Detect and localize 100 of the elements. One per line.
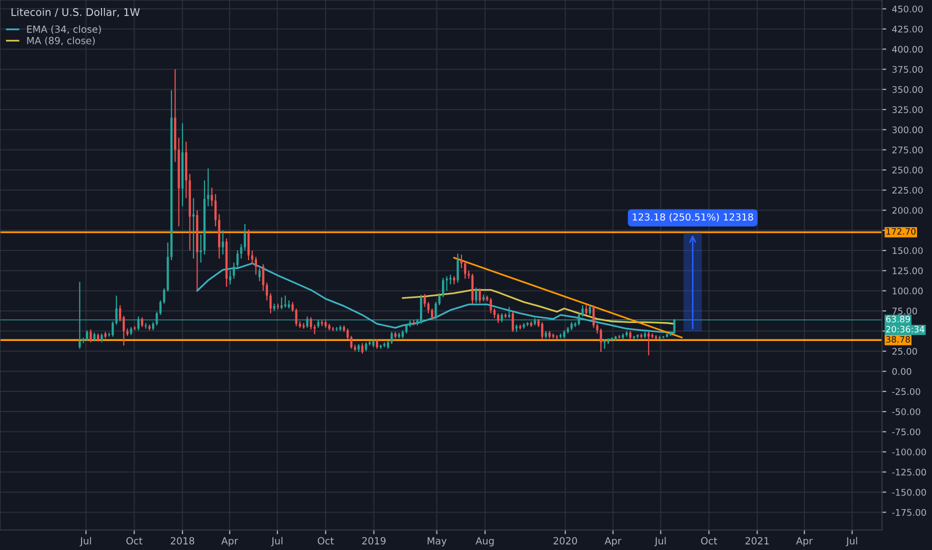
candlestick [346, 328, 349, 340]
y-tick-label: 350.00 [892, 86, 923, 93]
x-tick-label: 2019 [362, 537, 386, 544]
candlestick [232, 262, 235, 280]
y-tick-label: 400.00 [892, 46, 923, 53]
x-tick-label: 2020 [554, 537, 577, 544]
x-tick-label: 2021 [746, 537, 769, 544]
candlestick [214, 194, 217, 227]
candlestick [405, 323, 408, 334]
candlestick [247, 229, 250, 261]
candlestick [210, 187, 213, 207]
candlestick [618, 334, 620, 339]
x-tick-label: Aug [476, 537, 494, 546]
candlestick [222, 230, 224, 256]
line-series [196, 262, 676, 334]
x-tick-label: Oct [318, 537, 334, 544]
candlestick [390, 331, 393, 344]
candlestick [592, 304, 595, 328]
candlestick [295, 308, 298, 327]
x-tick-label: Oct [701, 537, 718, 544]
y-tick-label: 450.00 [892, 6, 923, 12]
text: 20:36:34 [886, 326, 924, 332]
candlestick [438, 292, 441, 306]
candlestick [581, 304, 584, 318]
candlestick [490, 297, 492, 314]
text: Litecoin / U.S. Dollar, 1W [12, 8, 140, 18]
candlestick [430, 308, 434, 320]
x-tick-label: Apr [604, 537, 622, 546]
candlestick [159, 300, 162, 316]
y-tick-label: -125.00 [892, 468, 926, 476]
candlestick [273, 303, 276, 312]
candlestick [376, 338, 378, 350]
y-tick-label: 150.00 [892, 247, 923, 254]
candlestick [468, 270, 470, 280]
candlestick [475, 287, 478, 304]
x-tick-label: Apr [221, 537, 238, 546]
y-tick-label: 225.00 [892, 186, 923, 194]
ref-line-label: 172.70 [886, 228, 916, 235]
candlestick [266, 282, 268, 301]
data-label: 123.18 (250.51%) 12318 [632, 213, 754, 222]
candlestick [310, 316, 312, 330]
y-tick-label: 0.00 [892, 368, 912, 375]
candlestick [460, 254, 463, 269]
y-tick-label: -25.00 [892, 388, 920, 396]
candlestick [541, 322, 544, 340]
candlestick [207, 168, 210, 207]
candlestick [262, 264, 264, 292]
candlestick [240, 244, 242, 260]
x-tick-label: May [428, 537, 447, 546]
candlestick [141, 316, 144, 328]
y-tick-label: 375.00 [892, 66, 923, 73]
candlestick [350, 335, 352, 350]
candlestick [90, 328, 92, 343]
y-tick-label: 275.00 [892, 146, 923, 154]
ref-line-label: 63.89 [886, 316, 910, 322]
y-tick-label: 25.00 [892, 348, 917, 355]
y-tick-label: 200.00 [892, 206, 923, 214]
candlestick [200, 234, 202, 264]
candlestick [446, 276, 448, 292]
candlestick [648, 331, 650, 356]
x-tick-label: Jul [846, 536, 858, 546]
candlestick [427, 301, 430, 314]
ref-line-label: 38.78 [886, 336, 910, 343]
candlestick [269, 292, 272, 314]
candlestick [585, 304, 588, 316]
candlestick [284, 295, 286, 308]
candlestick [497, 312, 500, 324]
candlestick [424, 293, 426, 308]
candlestick [163, 288, 166, 304]
candlestick [600, 328, 602, 353]
y-tick-label: 125.00 [892, 267, 923, 274]
candlestick [236, 250, 239, 269]
candlestick [604, 338, 606, 350]
y-tick-label: 425.00 [892, 26, 923, 33]
x-tick-label: 2018 [170, 537, 194, 544]
y-tick-label: -50.00 [892, 408, 920, 416]
x-tick-label: Jul [654, 536, 666, 546]
candlestick [552, 332, 554, 339]
candlestick [456, 253, 459, 284]
candlestick [493, 308, 496, 319]
candlestick [464, 261, 466, 280]
y-tick-label: 75.00 [892, 308, 917, 314]
candlestick [229, 270, 232, 285]
candlestick [512, 311, 514, 332]
x-tick-label: Jul [80, 536, 91, 546]
x-tick-label: Oct [126, 537, 142, 544]
candlestick [361, 342, 364, 354]
y-tick-label: -175.00 [892, 509, 926, 516]
y-tick-label: 250.00 [892, 166, 923, 174]
candlestick [251, 250, 254, 265]
y-tick-label: -75.00 [892, 428, 920, 436]
y-tick-label: -100.00 [892, 448, 926, 456]
candlestick [258, 268, 261, 282]
x-tick-label: Jul [271, 536, 282, 546]
x-tick-label: Apr [796, 537, 813, 546]
legend-label: EMA (34, close) [27, 25, 101, 34]
candlestick [596, 323, 598, 334]
y-tick-label: 100.00 [892, 288, 923, 294]
candlestick [380, 344, 382, 350]
candlestick [588, 304, 592, 316]
